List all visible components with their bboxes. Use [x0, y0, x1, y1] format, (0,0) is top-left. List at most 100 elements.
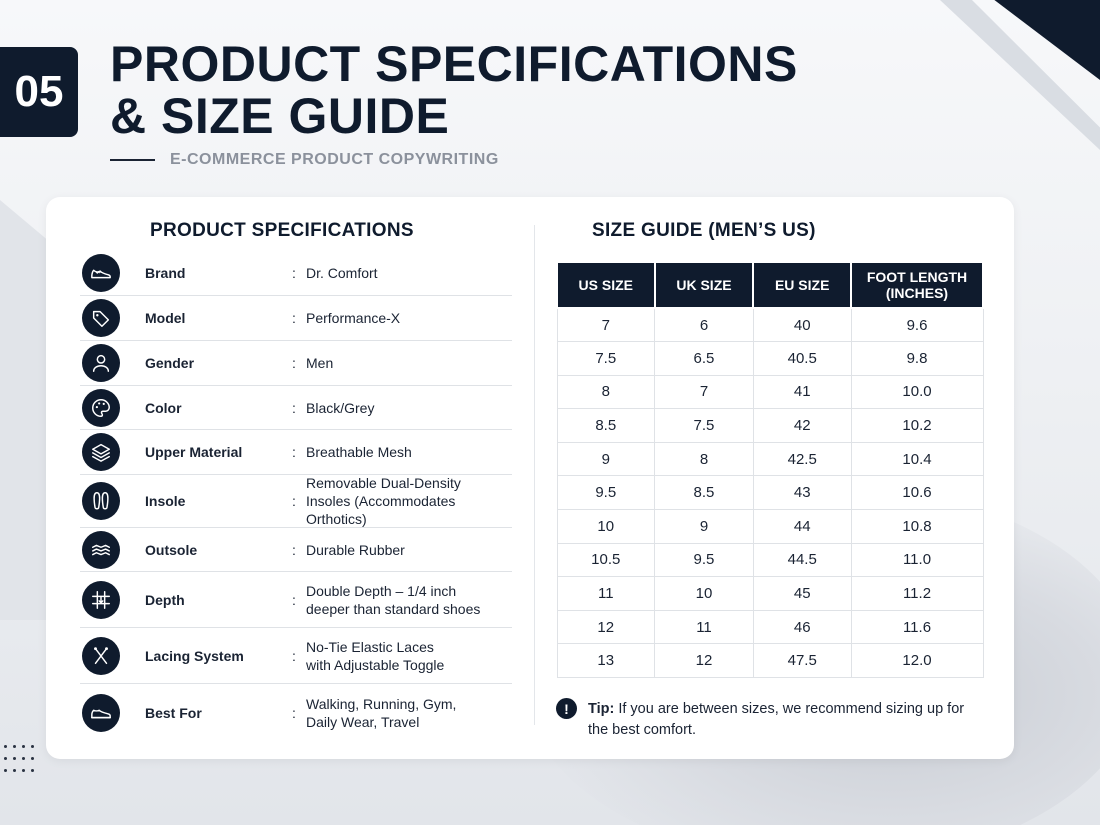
- spec-label: Gender: [145, 355, 195, 371]
- dot: [4, 757, 7, 760]
- table-cell: 10.8: [850, 509, 984, 544]
- dot: [31, 745, 34, 748]
- table-cell: 7: [654, 374, 754, 410]
- spec-label: Brand: [145, 264, 186, 281]
- spec-colon: :: [292, 310, 296, 326]
- spec-row: Outsole: Durable Rubber: [80, 528, 512, 572]
- subtitle-rule: [110, 159, 155, 161]
- spec-value: Performance-X: [306, 310, 401, 326]
- lacing-icon: [82, 636, 120, 675]
- table-cell: 40.5: [752, 341, 852, 376]
- spec-row: Upper Material: Breathable Mesh: [80, 430, 512, 475]
- tag-icon: [82, 299, 120, 337]
- table-cell: 7.5: [654, 408, 754, 443]
- table-cell: 9.8: [850, 341, 984, 376]
- table-cell: 9.6: [850, 307, 984, 343]
- depth-icon: [82, 580, 120, 619]
- spec-row: Depth: Double Depth – 1/4 inch deeper tha…: [80, 572, 512, 628]
- spec-row: Model: Performance-X: [80, 296, 512, 341]
- table-cell: 7.5: [556, 341, 656, 376]
- spec-row: Best For: Walking, Running, Gym, Daily We…: [80, 684, 512, 742]
- table-row: 9.5 8.5 43 10.6: [556, 475, 984, 511]
- specs-list: Brand: Dr. Comfort Model: Performance-X Gend…: [80, 250, 512, 742]
- table-cell: 11: [654, 609, 754, 645]
- sneaker-icon: [82, 694, 120, 732]
- size-table-header: FOOT LENGTH (INCHES): [850, 261, 984, 309]
- spec-label: Outsole: [145, 541, 198, 558]
- table-cell: 47.5: [752, 643, 852, 679]
- table-row: 9 8 42.5 10.4: [556, 441, 984, 477]
- insole-icon: [82, 482, 120, 520]
- table-row: 7 6 40 9.6: [556, 307, 984, 343]
- size-table-header-row: US SIZE UK SIZE EU SIZE FOOT LENGTH (INCHES…: [556, 261, 984, 309]
- specs-heading: PRODUCT SPECIFICATIONS: [150, 220, 414, 241]
- size-table-header: EU SIZE: [752, 261, 852, 309]
- table-row: 8 7 41 10.0: [556, 374, 984, 410]
- dot: [4, 745, 7, 748]
- spec-colon: :: [292, 541, 296, 558]
- table-cell: 7: [556, 307, 656, 343]
- spec-label: Color: [145, 399, 182, 416]
- table-row: 11 10 45 11.2: [556, 576, 984, 611]
- table-cell: 9: [556, 441, 656, 477]
- table-cell: 46: [752, 609, 852, 645]
- spec-row: Gender: Men: [80, 341, 512, 386]
- spec-colon: :: [292, 399, 296, 416]
- spec-value: Black/Grey: [306, 399, 375, 416]
- spec-value: Men: [306, 355, 334, 371]
- spec-value: No-Tie Elastic Laces with Adjustable Tog…: [306, 638, 445, 673]
- spec-label: Upper Material: [145, 444, 243, 460]
- table-row: 7.5 6.5 40.5 9.8: [556, 341, 984, 376]
- table-cell: 40: [752, 307, 852, 343]
- spec-value: Dr. Comfort: [306, 264, 378, 281]
- spec-colon: :: [292, 264, 296, 281]
- spec-colon: :: [292, 647, 296, 664]
- table-row: 10 9 44 10.8: [556, 509, 984, 544]
- table-cell: 45: [752, 576, 852, 611]
- dot: [13, 757, 16, 760]
- dot: [22, 745, 25, 748]
- size-table-body: 7 6 40 9.6 7.5 6.5 40.5 9.8 8 7 41 10.0 8.5 7.5 42 10.2…: [556, 307, 984, 679]
- layers-icon: [82, 433, 120, 471]
- table-cell: 13: [556, 643, 656, 679]
- table-cell: 42.5: [752, 441, 852, 477]
- size-guide-heading: SIZE GUIDE (MEN’S US): [592, 220, 816, 241]
- table-cell: 9: [654, 509, 754, 544]
- section-number-badge: 05: [0, 47, 78, 137]
- spec-colon: :: [292, 355, 296, 371]
- table-cell: 10.4: [850, 441, 984, 477]
- spec-label: Lacing System: [145, 647, 244, 664]
- outsole-icon: [82, 530, 120, 569]
- spec-colon: :: [292, 493, 296, 509]
- table-cell: 8: [556, 374, 656, 410]
- size-table: US SIZE UK SIZE EU SIZE FOOT LENGTH (INCHES…: [556, 261, 984, 679]
- spec-value: Walking, Running, Gym, Daily Wear, Trave…: [306, 696, 457, 730]
- table-cell: 6: [654, 307, 754, 343]
- spec-row: Brand: Dr. Comfort: [80, 250, 512, 296]
- page-title-line2: & SIZE GUIDE: [110, 88, 450, 144]
- spec-row: Lacing System: No-Tie Elastic Laces with …: [80, 628, 512, 684]
- table-cell: 10.6: [850, 475, 984, 511]
- table-row: 8.5 7.5 42 10.2: [556, 408, 984, 443]
- spec-value: Double Depth – 1/4 inch deeper than stan…: [306, 582, 481, 617]
- tip-text: Tip: If you are between sizes, we recomm…: [588, 699, 978, 741]
- table-cell: 11.2: [850, 576, 984, 611]
- page-title: PRODUCT SPECIFICATIONS & SIZE GUIDE: [110, 38, 798, 142]
- table-cell: 12: [654, 643, 754, 679]
- user-icon: [82, 344, 120, 382]
- spec-colon: :: [292, 705, 296, 721]
- size-table-header: UK SIZE: [653, 261, 755, 309]
- dot: [31, 757, 34, 760]
- table-cell: 10: [556, 509, 656, 544]
- spec-row: Color: Black/Grey: [80, 386, 512, 430]
- page-subtitle: E-COMMERCE PRODUCT COPYWRITING: [170, 151, 499, 168]
- table-cell: 8: [654, 441, 754, 477]
- tip-icon: !: [556, 698, 577, 719]
- tip-body: If you are between sizes, we recommend s…: [588, 701, 965, 738]
- table-cell: 10.5: [556, 542, 656, 578]
- table-cell: 12: [556, 609, 656, 645]
- dot: [13, 745, 16, 748]
- dot: [22, 757, 25, 760]
- dot: [22, 769, 25, 772]
- table-cell: 42: [752, 408, 852, 443]
